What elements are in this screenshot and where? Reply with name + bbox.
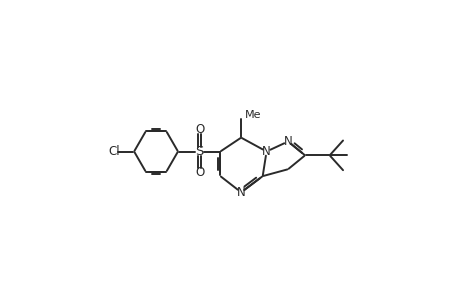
Text: S: S [195, 145, 203, 158]
Text: N: N [236, 186, 245, 199]
Text: O: O [195, 166, 204, 179]
Text: N: N [262, 145, 270, 158]
Text: O: O [195, 123, 204, 136]
Text: N: N [283, 135, 292, 148]
Text: Me: Me [245, 110, 261, 119]
Text: Cl: Cl [108, 145, 120, 158]
